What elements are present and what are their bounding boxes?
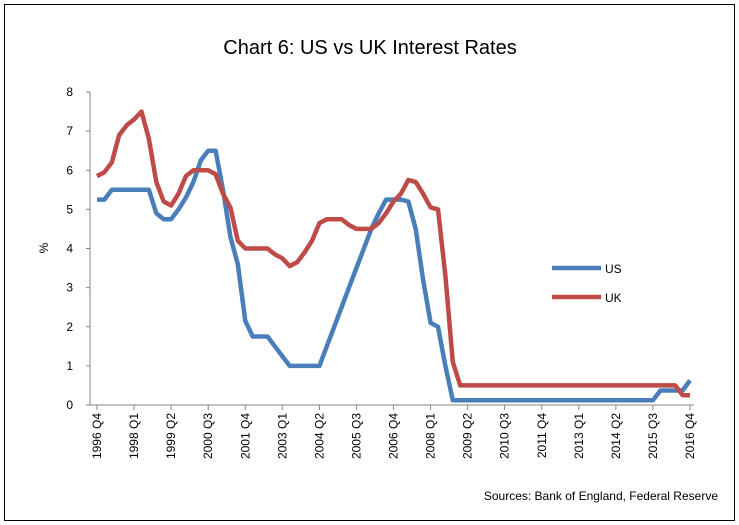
- x-tick-label: 2006 Q4: [387, 413, 401, 459]
- y-tick-label: 2: [66, 320, 73, 334]
- x-tick-label: 2010 Q3: [498, 413, 512, 459]
- y-axis-label: %: [37, 242, 51, 253]
- x-tick-label: 2000 Q3: [201, 413, 215, 459]
- x-tick-label: 2008 Q1: [424, 413, 438, 459]
- x-tick-label: 2013 Q1: [572, 413, 586, 459]
- x-tick-label: 2003 Q1: [275, 413, 289, 459]
- x-tick-label: 2015 Q3: [646, 413, 660, 459]
- x-tick-label: 2016 Q4: [683, 413, 697, 459]
- y-tick-label: 1: [66, 359, 73, 373]
- source-note: Sources: Bank of England, Federal Reserv…: [484, 489, 718, 503]
- legend-label: UK: [605, 291, 622, 305]
- series-line: [95, 109, 690, 398]
- y-tick-label: 5: [66, 202, 73, 216]
- y-tick-label: 0: [66, 398, 73, 412]
- legend-label: US: [605, 262, 622, 276]
- x-tick-label: 2014 Q2: [609, 413, 623, 459]
- x-tick-label: 2005 Q3: [349, 413, 363, 459]
- chart-title: Chart 6: US vs UK Interest Rates: [223, 37, 516, 59]
- x-tick-label: 2004 Q2: [312, 413, 326, 459]
- y-tick-label: 4: [66, 242, 73, 256]
- x-tick-label: 2001 Q4: [238, 413, 252, 459]
- chart-frame: [4, 4, 735, 521]
- x-tick-label: 2009 Q2: [461, 413, 475, 459]
- y-tick-label: 3: [66, 281, 73, 295]
- y-tick-label: 8: [66, 85, 73, 99]
- x-tick-label: 1998 Q1: [127, 413, 141, 459]
- y-tick-label: 7: [66, 124, 73, 138]
- x-tick-label: 1996 Q4: [90, 413, 104, 459]
- y-tick-label: 6: [66, 163, 73, 177]
- x-tick-label: 1999 Q2: [164, 413, 178, 459]
- x-tick-label: 2011 Q4: [535, 413, 549, 458]
